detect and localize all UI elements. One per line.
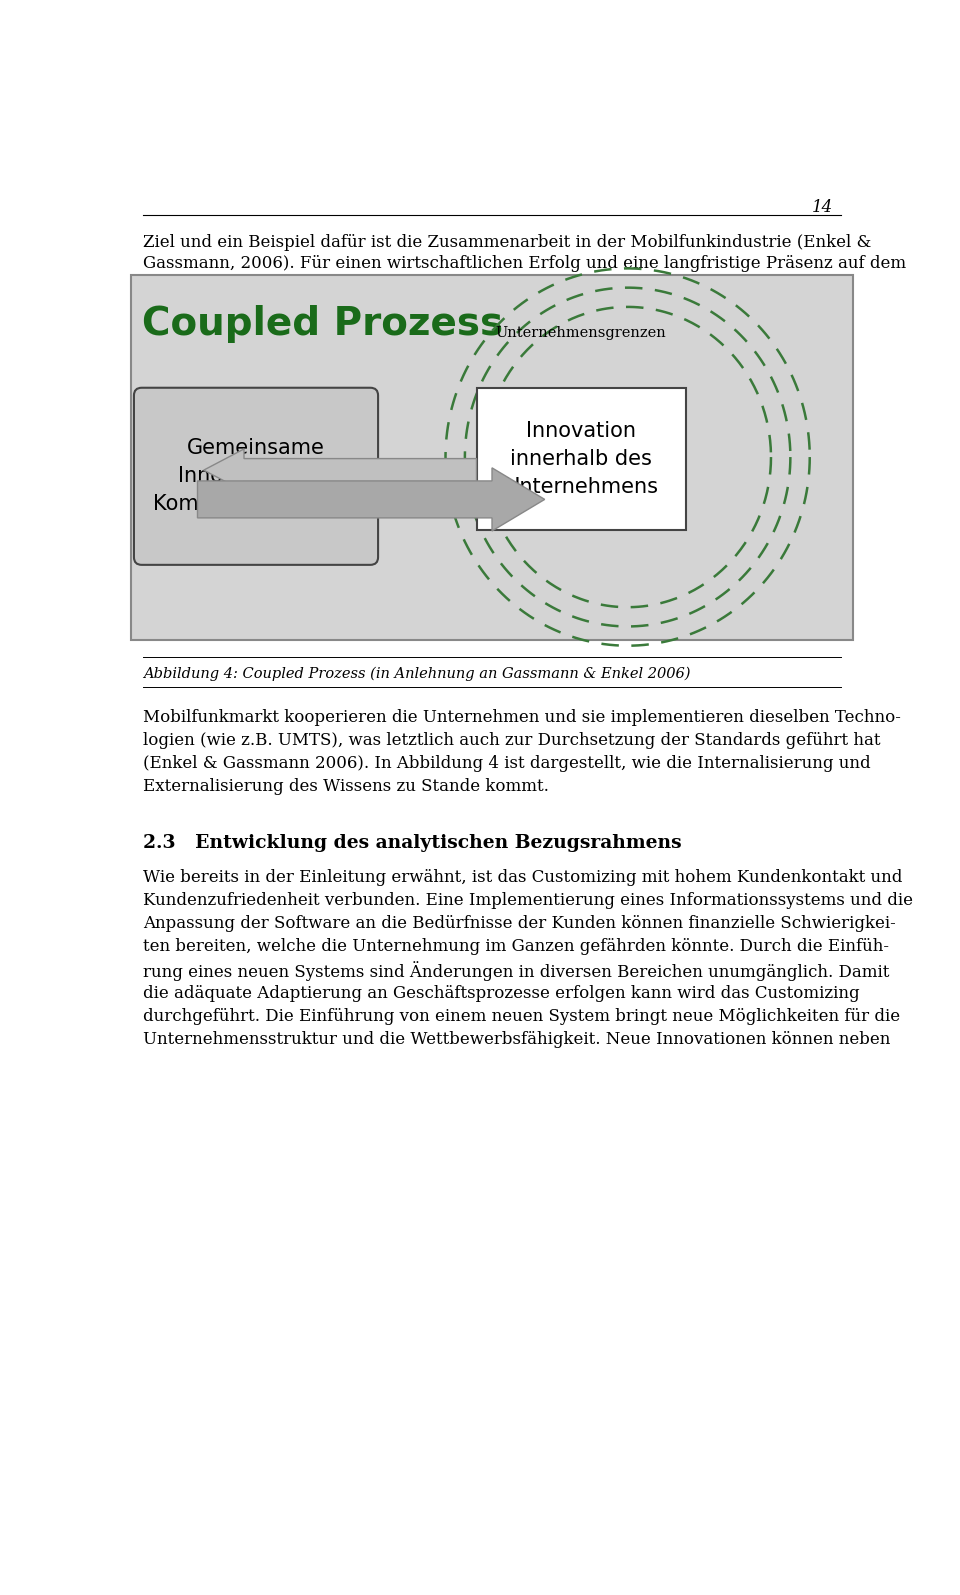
Text: Externalisierung des Wissens zu Stande kommt.: Externalisierung des Wissens zu Stande k…: [143, 778, 549, 796]
Text: Anpassung der Software an die Bedürfnisse der Kunden können finanzielle Schwieri: Anpassung der Software an die Bedürfniss…: [143, 916, 896, 931]
Text: die adäquate Adaptierung an Geschäftsprozesse erfolgen kann wird das Customizing: die adäquate Adaptierung an Geschäftspro…: [143, 984, 860, 1002]
Bar: [131, 274, 853, 640]
Bar: [476, 388, 685, 530]
Text: durchgeführt. Die Einführung von einem neuen System bringt neue Möglichkeiten fü: durchgeführt. Die Einführung von einem n…: [143, 1008, 900, 1024]
Text: Ziel und ein Beispiel dafür ist die Zusammenarbeit in der Mobilfunkindustrie (En: Ziel und ein Beispiel dafür ist die Zusa…: [143, 234, 872, 250]
Text: Mobilfunkmarkt kooperieren die Unternehmen und sie implementieren dieselben Tech: Mobilfunkmarkt kooperieren die Unternehm…: [143, 708, 901, 726]
Text: Coupled Prozess: Coupled Prozess: [142, 305, 503, 343]
Text: (Enkel & Gassmann 2006). In Abbildung 4 ist dargestellt, wie die Internalisierun: (Enkel & Gassmann 2006). In Abbildung 4 …: [143, 754, 871, 772]
FancyBboxPatch shape: [134, 388, 378, 565]
Text: 2.3   Entwicklung des analytischen Bezugsrahmens: 2.3 Entwicklung des analytischen Bezugsr…: [143, 834, 682, 852]
Polygon shape: [198, 467, 544, 531]
Text: Abbildung 4: Coupled Prozess (in Anlehnung an Gassmann & Enkel 2006): Abbildung 4: Coupled Prozess (in Anlehnu…: [143, 667, 691, 681]
Text: rung eines neuen Systems sind Änderungen in diversen Bereichen unumgänglich. Dam: rung eines neuen Systems sind Änderungen…: [143, 962, 890, 981]
Text: Wie bereits in der Einleitung erwähnt, ist das Customizing mit hohem Kundenkonta: Wie bereits in der Einleitung erwähnt, i…: [143, 869, 902, 885]
Text: Unternehmensstruktur und die Wettbewerbsfähigkeit. Neue Innovationen können nebe: Unternehmensstruktur und die Wettbewerbs…: [143, 1030, 891, 1048]
Text: Innovation
innerhalb des
Unternehmens: Innovation innerhalb des Unternehmens: [504, 421, 659, 498]
Text: ten bereiten, welche die Unternehmung im Ganzen gefährden könnte. Durch die Einf: ten bereiten, welche die Unternehmung im…: [143, 938, 889, 955]
Text: 14: 14: [812, 199, 833, 215]
Text: Gemeinsame
Innovation und
Kommerzialisierung: Gemeinsame Innovation und Kommerzialisie…: [153, 439, 359, 514]
Text: logien (wie z.B. UMTS), was letztlich auch zur Durchsetzung der Standards geführ: logien (wie z.B. UMTS), was letztlich au…: [143, 732, 880, 750]
Polygon shape: [204, 448, 476, 491]
Text: Gassmann, 2006). Für einen wirtschaftlichen Erfolg und eine langfristige Präsenz: Gassmann, 2006). Für einen wirtschaftlic…: [143, 255, 906, 271]
Text: Kundenzufriedenheit verbunden. Eine Implementierung eines Informationssystems un: Kundenzufriedenheit verbunden. Eine Impl…: [143, 892, 913, 909]
Text: Unternehmensgrenzen: Unternehmensgrenzen: [495, 325, 666, 340]
